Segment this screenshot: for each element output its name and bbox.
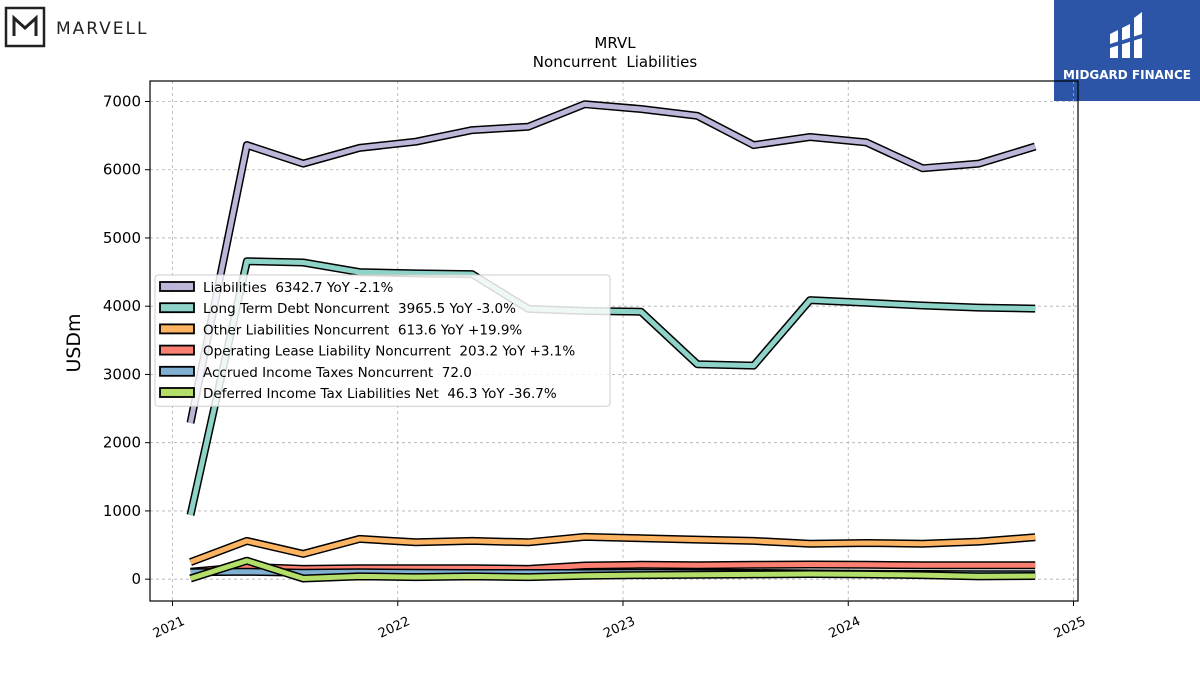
y-tick-label: 3000 bbox=[103, 365, 141, 383]
legend-box bbox=[154, 274, 611, 407]
y-tick-label: 4000 bbox=[103, 297, 141, 315]
legend: Liabilities 6342.7 YoY -2.1% Long Term De… bbox=[154, 274, 611, 407]
y-tick-label: 0 bbox=[131, 570, 141, 588]
marvell-logo: MARVELL bbox=[4, 6, 164, 48]
legend-swatch bbox=[159, 281, 195, 292]
series-lines bbox=[186, 100, 1037, 583]
midgard-finance-logo: MIDGARD FINANCE bbox=[1054, 0, 1200, 101]
legend-swatch bbox=[159, 344, 195, 356]
legend-label: Other Liabilities Noncurrent 613.6 YoY +… bbox=[203, 322, 522, 338]
midgard-wordmark: MIDGARD FINANCE bbox=[1063, 68, 1191, 82]
legend-swatch bbox=[159, 302, 195, 314]
x-tick-label: 2022 bbox=[376, 614, 412, 642]
y-tick-label: 1000 bbox=[103, 502, 141, 520]
x-tick-label: 2021 bbox=[151, 614, 187, 642]
legend-label: Liabilities 6342.7 YoY -2.1% bbox=[203, 280, 393, 296]
legend-label: Accrued Income Taxes Noncurrent 72.0 bbox=[203, 365, 472, 381]
legend-label: Operating Lease Liability Noncurrent 203… bbox=[203, 344, 575, 360]
series-line-deferred-income-tax-liabilities-net bbox=[189, 558, 1036, 581]
marvell-wordmark: MARVELL bbox=[56, 19, 149, 39]
marvell-logo-icon bbox=[4, 6, 46, 48]
chart-subtitle: Noncurrent Liabilities bbox=[533, 53, 698, 71]
series-line-other-liabilities-noncurrent bbox=[189, 534, 1036, 565]
chart-title: MRVL bbox=[594, 34, 636, 52]
midgard-logo-icon bbox=[1110, 12, 1142, 58]
legend-swatch bbox=[159, 365, 195, 377]
y-axis-label: USDm bbox=[63, 313, 85, 372]
y-tick-label: 6000 bbox=[103, 161, 141, 179]
series-line-liabilities bbox=[188, 101, 1036, 424]
y-tick-label: 7000 bbox=[103, 92, 141, 110]
legend-swatch bbox=[159, 323, 195, 335]
x-tick-label: 2024 bbox=[827, 614, 863, 642]
x-tick-label: 2025 bbox=[1052, 614, 1088, 642]
legend-label: Deferred Income Tax Liabilities Net 46.3… bbox=[203, 386, 557, 402]
y-tick-label: 5000 bbox=[103, 229, 141, 247]
legend-label: Long Term Debt Noncurrent 3965.5 YoY -3.… bbox=[203, 301, 516, 317]
plot-frame bbox=[149, 80, 1079, 602]
y-tick-label: 2000 bbox=[103, 434, 141, 452]
x-tick-label: 2023 bbox=[601, 614, 637, 642]
legend-swatch bbox=[159, 387, 195, 398]
series-line-long-term-debt-noncurrent bbox=[188, 258, 1036, 516]
